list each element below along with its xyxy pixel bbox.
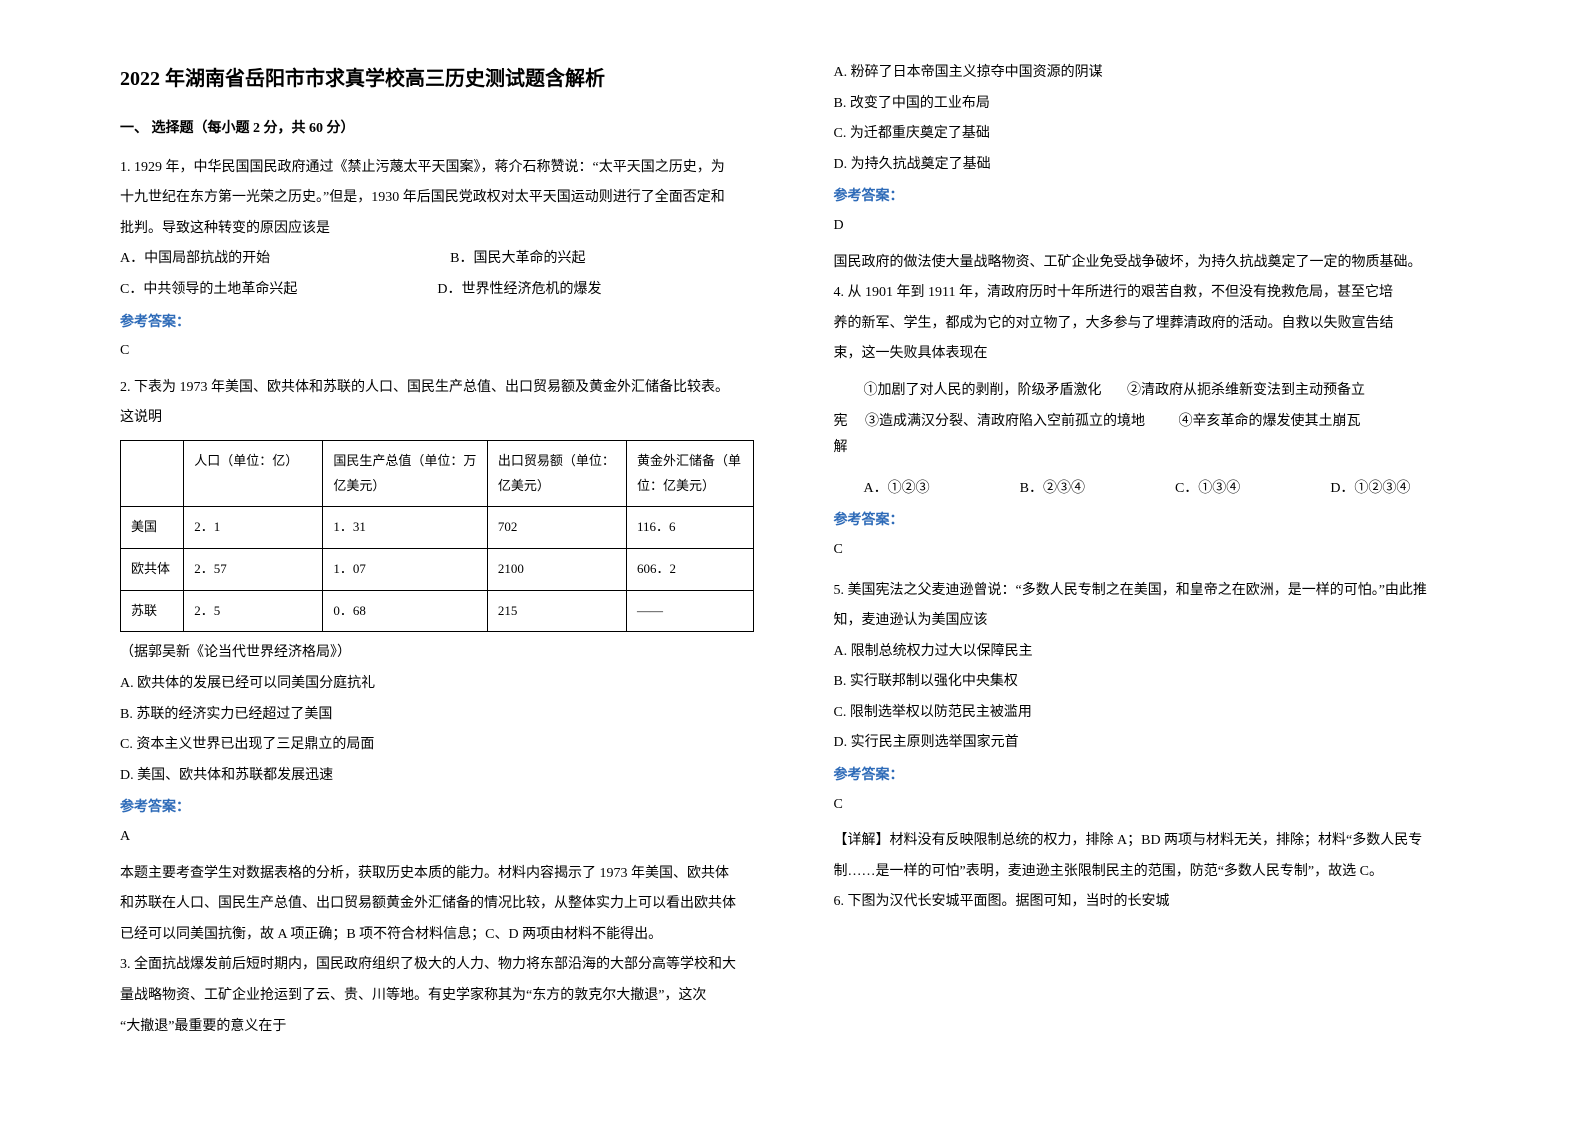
- q4-circ2-tail: 宪: [834, 414, 848, 429]
- q1-answer: C: [120, 338, 754, 365]
- q5-stem-line2: 知，麦迪逊认为美国应该: [834, 608, 1468, 635]
- q2-stem-line1: 2. 下表为 1973 年美国、欧共体和苏联的人口、国民生产总值、出口贸易额及黄…: [120, 375, 754, 402]
- table-row: 苏联 2．5 0．68 215 ——: [121, 590, 754, 632]
- table-row: 欧共体 2．57 1．07 2100 606．2: [121, 549, 754, 591]
- cell-r3c4: ——: [626, 590, 753, 632]
- left-column: 2022 年湖南省岳阳市市求真学校高三历史测试题含解析 一、 选择题（每小题 2…: [100, 60, 794, 1082]
- q4-options-row: A．①②③ B．②③④ C．①③④ D．①②③④: [834, 476, 1468, 503]
- q5-explanation-l1: 【详解】材料没有反映限制总统的权力，排除 A；BD 两项与材料无关，排除；材料“…: [834, 828, 1468, 855]
- q2-stem-line2: 这说明: [120, 405, 754, 432]
- cell-r2c1: 2．57: [184, 549, 323, 591]
- cell-r2c2: 1．07: [323, 549, 487, 591]
- q4-answer: C: [834, 537, 1468, 564]
- th-export: 出口贸易额（单位：亿美元）: [487, 440, 626, 506]
- q2-option-b: B. 苏联的经济实力已经超过了美国: [120, 702, 754, 729]
- q2-option-c: C. 资本主义世界已出现了三足鼎立的局面: [120, 732, 754, 759]
- q5-answer-label: 参考答案：: [834, 763, 1468, 790]
- q1-options-row2: C．中共领导的土地革命兴起 D．世界性经济危机的爆发: [120, 277, 754, 304]
- q4-option-d: D．①②③④: [1330, 476, 1410, 503]
- q6-stem: 6. 下图为汉代长安城平面图。据图可知，当时的长安城: [834, 889, 1468, 916]
- q5-answer: C: [834, 792, 1468, 819]
- q4-circ1: ①加剧了对人民的剥削，阶级矛盾激化: [864, 378, 1124, 405]
- cell-r1c2: 1．31: [323, 507, 487, 549]
- cell-r3c1: 2．5: [184, 590, 323, 632]
- q3-stem-line3: “大撤退”最重要的意义在于: [120, 1014, 754, 1041]
- q4-answer-label: 参考答案：: [834, 508, 1468, 535]
- cell-r1c4: 116．6: [626, 507, 753, 549]
- q1-stem-line2: 十九世纪在东方第一光荣之历史。”但是，1930 年后国民党政权对太平天国运动则进…: [120, 185, 754, 212]
- q1-options-row1: A．中国局部抗战的开始 B．国民大革命的兴起: [120, 246, 754, 273]
- cell-r2c4: 606．2: [626, 549, 753, 591]
- q2-explanation-l2: 和苏联在人口、国民生产总值、出口贸易额黄金外汇储备的情况比较，从整体实力上可以看…: [120, 891, 754, 918]
- q3-answer: D: [834, 213, 1468, 240]
- q4-circled-row1: ①加剧了对人民的剥削，阶级矛盾激化 ②清政府从扼杀维新变法到主动预备立: [834, 378, 1468, 405]
- cell-r1c0: 美国: [121, 507, 184, 549]
- q2-source: （据郭吴新《论当代世界经济格局》）: [120, 640, 754, 667]
- q2-option-d: D. 美国、欧共体和苏联都发展迅速: [120, 763, 754, 790]
- table-header-row: 人口（单位：亿） 国民生产总值（单位：万亿美元） 出口贸易额（单位：亿美元） 黄…: [121, 440, 754, 506]
- q4-circ3: ③造成满汉分裂、清政府陷入空前孤立的境地: [865, 409, 1175, 436]
- q3-option-c: C. 为迁都重庆奠定了基础: [834, 121, 1468, 148]
- th-blank: [121, 440, 184, 506]
- cell-r1c3: 702: [487, 507, 626, 549]
- q4-circ4-tail: 解: [834, 435, 1468, 462]
- q3-option-d: D. 为持久抗战奠定了基础: [834, 152, 1468, 179]
- q3-option-a: A. 粉碎了日本帝国主义掠夺中国资源的阴谋: [834, 60, 1468, 87]
- cell-r3c0: 苏联: [121, 590, 184, 632]
- table-row: 美国 2．1 1．31 702 116．6: [121, 507, 754, 549]
- q2-answer: A: [120, 824, 754, 851]
- q5-stem-line1: 5. 美国宪法之父麦迪逊曾说：“多数人民专制之在美国，和皇帝之在欧洲，是一样的可…: [834, 578, 1468, 605]
- q5-explanation-l2: 制……是一样的可怕”表明，麦迪逊主张限制民主的范围，防范“多数人民专制”，故选 …: [834, 859, 1468, 886]
- q4-circ2: ②清政府从扼杀维新变法到主动预备立: [1127, 383, 1365, 398]
- q3-answer-label: 参考答案：: [834, 184, 1468, 211]
- cell-r2c3: 2100: [487, 549, 626, 591]
- page-title: 2022 年湖南省岳阳市市求真学校高三历史测试题含解析: [120, 60, 754, 98]
- q4-option-c: C．①③④: [1175, 476, 1240, 503]
- q2-data-table: 人口（单位：亿） 国民生产总值（单位：万亿美元） 出口贸易额（单位：亿美元） 黄…: [120, 440, 754, 632]
- q4-option-b: B．②③④: [1020, 476, 1085, 503]
- q3-explanation: 国民政府的做法使大量战略物资、工矿企业免受战争破坏，为持久抗战奠定了一定的物质基…: [834, 250, 1468, 277]
- section-header-1: 一、 选择题（每小题 2 分，共 60 分）: [120, 116, 754, 143]
- cell-r2c0: 欧共体: [121, 549, 184, 591]
- cell-r3c3: 215: [487, 590, 626, 632]
- q2-answer-label: 参考答案：: [120, 795, 754, 822]
- q2-explanation-l1: 本题主要考查学生对数据表格的分析，获取历史本质的能力。材料内容揭示了 1973 …: [120, 861, 754, 888]
- q5-option-c: C. 限制选举权以防范民主被滥用: [834, 700, 1468, 727]
- q3-stem-line1: 3. 全面抗战爆发前后短时期内，国民政府组织了极大的人力、物力将东部沿海的大部分…: [120, 952, 754, 979]
- cell-r1c1: 2．1: [184, 507, 323, 549]
- q5-option-a: A. 限制总统权力过大以保障民主: [834, 639, 1468, 666]
- q4-circ4: ④辛亥革命的爆发使其土崩瓦: [1179, 414, 1361, 429]
- q1-option-c: C．中共领导的土地革命兴起: [120, 277, 297, 304]
- q1-answer-label: 参考答案：: [120, 310, 754, 337]
- th-gnp: 国民生产总值（单位：万亿美元）: [323, 440, 487, 506]
- th-gold: 黄金外汇储备（单位：亿美元）: [626, 440, 753, 506]
- q1-option-d: D．世界性经济危机的爆发: [437, 277, 601, 304]
- q5-option-b: B. 实行联邦制以强化中央集权: [834, 669, 1468, 696]
- q3-stem-line2: 量战略物资、工矿企业抢运到了云、贵、川等地。有史学家称其为“东方的敦克尔大撤退”…: [120, 983, 754, 1010]
- q1-option-a: A．中国局部抗战的开始: [120, 246, 270, 273]
- cell-r3c2: 0．68: [323, 590, 487, 632]
- q3-option-b: B. 改变了中国的工业布局: [834, 91, 1468, 118]
- q2-option-a: A. 欧共体的发展已经可以同美国分庭抗礼: [120, 671, 754, 698]
- q4-circled-row2: 宪 ③造成满汉分裂、清政府陷入空前孤立的境地 ④辛亥革命的爆发使其土崩瓦: [834, 409, 1468, 436]
- q1-option-b: B．国民大革命的兴起: [450, 246, 585, 273]
- q4-option-a: A．①②③: [864, 476, 930, 503]
- q4-stem-line3: 束，这一失败具体表现在: [834, 341, 1468, 368]
- q1-stem-line3: 批判。导致这种转变的原因应该是: [120, 216, 754, 243]
- q5-option-d: D. 实行民主原则选举国家元首: [834, 730, 1468, 757]
- q4-stem-line2: 养的新军、学生，都成为它的对立物了，大多参与了埋葬清政府的活动。自救以失败宣告结: [834, 311, 1468, 338]
- th-population: 人口（单位：亿）: [184, 440, 323, 506]
- q2-explanation-l3: 已经可以同美国抗衡，故 A 项正确；B 项不符合材料信息；C、D 两项由材料不能…: [120, 922, 754, 949]
- q1-stem-line1: 1. 1929 年，中华民国国民政府通过《禁止污蔑太平天国案》，蒋介石称赞说：“…: [120, 155, 754, 182]
- q4-stem-line1: 4. 从 1901 年到 1911 年，清政府历时十年所进行的艰苦自救，不但没有…: [834, 280, 1468, 307]
- right-column: A. 粉碎了日本帝国主义掠夺中国资源的阴谋 B. 改变了中国的工业布局 C. 为…: [794, 60, 1488, 1082]
